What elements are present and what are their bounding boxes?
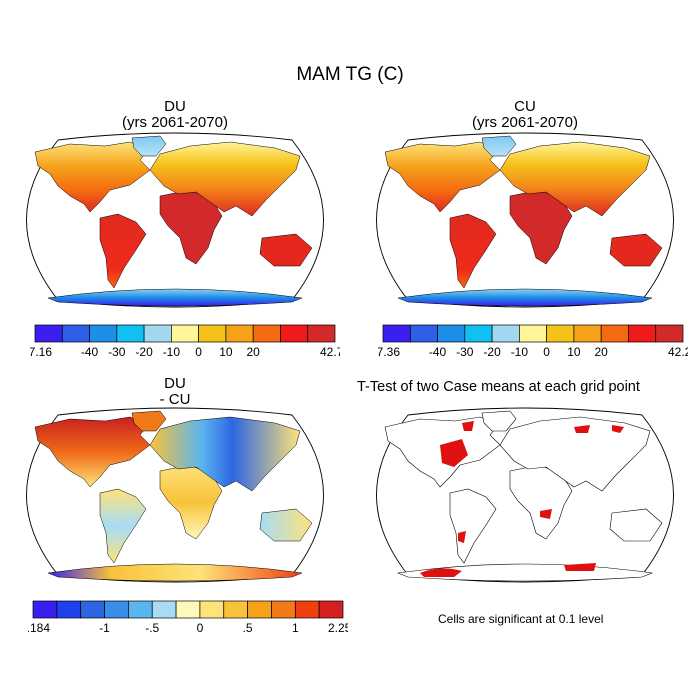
colorbar-cu-swatch — [574, 325, 601, 342]
colorbar-diff-tick-label: 2.255 — [328, 621, 348, 635]
colorbar-du-tick-label: 20 — [247, 345, 261, 359]
panel-du-title-line1: DU — [90, 99, 260, 115]
panel-diff-title-line1: DU — [90, 376, 260, 392]
colorbar-diff-swatch — [33, 601, 57, 618]
colorbar-cu-tick-label: 10 — [567, 345, 581, 359]
significance-footnote: Cells are significant at 0.1 level — [438, 612, 603, 626]
colorbar-diff-swatch — [271, 601, 295, 618]
figure-title: MAM TG (C) — [0, 64, 700, 86]
colorbar-cu-swatch — [438, 325, 465, 342]
colorbar-diff-swatch — [57, 601, 81, 618]
panel-cu-title: CU (yrs 2061-2070) — [440, 99, 610, 131]
colorbar-du-swatch — [171, 325, 198, 342]
colorbar-du-tick-label: 42.73 — [320, 345, 340, 359]
colorbar-diff-tick-label: 1 — [292, 621, 299, 635]
colorbar-du-tick-label: -57.16 — [30, 345, 52, 359]
map-cu — [350, 130, 700, 310]
map-diff — [0, 405, 350, 585]
colorbar-cu-tick-label: -10 — [511, 345, 529, 359]
colorbar-cu-swatch — [601, 325, 628, 342]
colorbar-du-swatch — [280, 325, 307, 342]
map-ttest — [350, 405, 700, 585]
colorbar-diff-swatch — [200, 601, 224, 618]
colorbar-cu-swatch — [519, 325, 546, 342]
colorbar-du-tick-label: -40 — [81, 345, 99, 359]
colorbar-du-swatch — [117, 325, 144, 342]
colorbar-cu-tick-label: -40 — [429, 345, 447, 359]
colorbar-diff-tick-label: .5 — [243, 621, 253, 635]
colorbar-cu-tick-label: 42.23 — [668, 345, 688, 359]
colorbar-cu-swatch — [492, 325, 519, 342]
colorbar-du-swatch — [90, 325, 117, 342]
colorbar-cu-swatch — [410, 325, 437, 342]
colorbar-du-swatch — [308, 325, 335, 342]
map-du — [0, 130, 350, 310]
colorbar-diff-tick-label: -.5 — [145, 621, 159, 635]
colorbar-du-tick-label: -30 — [108, 345, 126, 359]
colorbar-diff-swatch — [176, 601, 200, 618]
colorbar-diff-tick-label: -1 — [99, 621, 110, 635]
panel-diff-title: DU - CU — [90, 376, 260, 408]
colorbar-cu-swatch — [547, 325, 574, 342]
colorbar-cu-tick-label: 0 — [543, 345, 550, 359]
colorbar-diff-tick-label: 0 — [197, 621, 204, 635]
colorbar-du-swatch — [35, 325, 62, 342]
colorbar-diff-swatch — [224, 601, 248, 618]
colorbar-du-tick-label: -20 — [135, 345, 153, 359]
colorbar-diff-swatch — [81, 601, 105, 618]
panel-ttest-title: T-Test of two Case means at each grid po… — [357, 379, 640, 395]
colorbar-du-swatch — [62, 325, 89, 342]
colorbar-du-swatch — [226, 325, 253, 342]
colorbar-diff-swatch — [319, 601, 343, 618]
colorbar-cu-swatch — [465, 325, 492, 342]
colorbar-diff-swatch — [128, 601, 152, 618]
colorbar-du-tick-label: 10 — [219, 345, 233, 359]
panel-cu-title-line2: (yrs 2061-2070) — [440, 115, 610, 131]
colorbar-cu-tick-label: 20 — [595, 345, 609, 359]
colorbar-du: -57.16 -40 -30 -20 -10 0 10 20 42.73 — [30, 324, 340, 360]
panel-du-title-line2: (yrs 2061-2070) — [90, 115, 260, 131]
colorbar-du-tick-label: -10 — [163, 345, 181, 359]
colorbar-cu-swatch — [628, 325, 655, 342]
colorbar-diff-swatch — [295, 601, 319, 618]
colorbar-cu-tick-label: -20 — [483, 345, 501, 359]
colorbar-diff-tick-label: -4.184 — [28, 621, 50, 635]
colorbar-du-swatch — [144, 325, 171, 342]
colorbar-cu-tick-label: -57.36 — [378, 345, 400, 359]
colorbar-diff-swatch — [152, 601, 176, 618]
colorbar-cu: -57.36 -40 -30 -20 -10 0 10 20 42.23 — [378, 324, 688, 360]
panel-cu-title-line1: CU — [440, 99, 610, 115]
colorbar-diff: -4.184 -1 -.5 0 .5 1 2.255 — [28, 600, 348, 636]
colorbar-cu-swatch — [656, 325, 683, 342]
panel-du-title: DU (yrs 2061-2070) — [90, 99, 260, 131]
colorbar-cu-swatch — [383, 325, 410, 342]
colorbar-du-swatch — [199, 325, 226, 342]
colorbar-cu-tick-label: -30 — [456, 345, 474, 359]
colorbar-du-tick-label: 0 — [195, 345, 202, 359]
colorbar-diff-swatch — [248, 601, 272, 618]
colorbar-diff-swatch — [105, 601, 129, 618]
colorbar-du-swatch — [253, 325, 280, 342]
